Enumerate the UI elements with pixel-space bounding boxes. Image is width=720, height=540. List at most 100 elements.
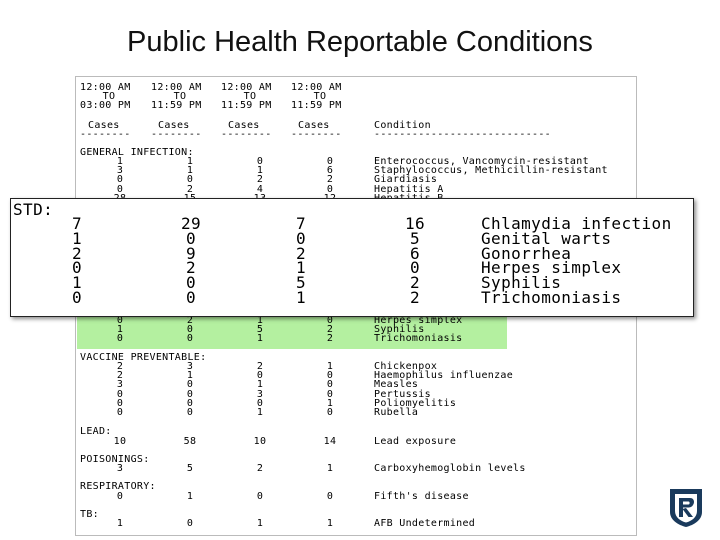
std-case-count: 1 bbox=[295, 288, 307, 307]
std-case-count: 0 bbox=[409, 258, 421, 278]
std-case-count: 0 bbox=[71, 258, 83, 278]
case-count: 0 bbox=[186, 518, 194, 529]
case-count: 0 bbox=[326, 407, 334, 418]
std-case-count: 0 bbox=[185, 273, 197, 293]
condition-name: Lead exposure bbox=[374, 436, 457, 447]
condition-name: Pertussis bbox=[374, 388, 431, 400]
case-count: 1 bbox=[256, 518, 264, 529]
case-count: 58 bbox=[183, 436, 197, 447]
case-count: 2 bbox=[116, 361, 124, 372]
poisonings-label: POISONINGS: bbox=[80, 454, 150, 465]
std-case-count: 5 bbox=[409, 228, 421, 248]
std-case-count: 2 bbox=[409, 288, 421, 307]
col4-from: 12:00 AM bbox=[291, 82, 342, 93]
case-count: 1 bbox=[326, 518, 334, 529]
std-case-count: 7 bbox=[71, 214, 83, 233]
case-count: 0 bbox=[116, 491, 124, 502]
std-condition-name: Syphilis bbox=[481, 273, 562, 293]
col2-to: TO bbox=[173, 91, 187, 102]
case-count: 0 bbox=[116, 388, 124, 400]
std-case-count: 7 bbox=[295, 214, 307, 233]
std-condition-name: Genital warts bbox=[481, 228, 612, 248]
case-count: 2 bbox=[326, 324, 334, 336]
condition-name: AFB Undetermined bbox=[374, 518, 476, 529]
case-count: 0 bbox=[186, 333, 194, 345]
case-count: 1 bbox=[326, 361, 334, 372]
case-count: 1 bbox=[186, 156, 194, 167]
tb-label: TB: bbox=[80, 509, 99, 520]
case-count: 0 bbox=[326, 388, 334, 400]
case-count: 0 bbox=[186, 324, 194, 336]
case-count: 1 bbox=[186, 370, 194, 382]
case-count: 1 bbox=[116, 324, 124, 336]
std-condition-name: Chlamydia infection bbox=[481, 214, 672, 233]
case-count: 0 bbox=[116, 397, 124, 409]
case-count: 10 bbox=[253, 436, 267, 447]
case-count: 0 bbox=[326, 370, 334, 382]
col2-from: 12:00 AM bbox=[151, 82, 202, 93]
case-count: 1 bbox=[256, 165, 264, 177]
col1-to: TO bbox=[102, 91, 116, 102]
std-condition-name: Herpes simplex bbox=[481, 258, 622, 278]
dashes-condition: ---------------------------- bbox=[374, 129, 551, 140]
condition-name: Staphylococcus, Methicillin-resistant bbox=[374, 165, 608, 177]
case-count: 0 bbox=[256, 370, 264, 382]
case-count: 0 bbox=[186, 397, 194, 409]
condition-name: Enterococcus, Vancomycin-resistant bbox=[374, 156, 589, 167]
std-case-count: 2 bbox=[409, 273, 421, 293]
std-case-count: 2 bbox=[71, 243, 83, 263]
condition-name: Measles bbox=[374, 379, 419, 391]
std-case-count: 6 bbox=[409, 243, 421, 263]
condition-name: Rubella bbox=[374, 407, 419, 418]
general-infection-label: GENERAL INFECTION: bbox=[80, 147, 194, 158]
case-count: 0 bbox=[186, 174, 194, 186]
col1-from: 12:00 AM bbox=[80, 82, 131, 93]
case-count: 0 bbox=[186, 388, 194, 400]
case-count: 2 bbox=[186, 183, 194, 195]
case-count: 5 bbox=[256, 324, 264, 336]
std-case-count: 16 bbox=[404, 214, 426, 233]
case-count: 0 bbox=[326, 491, 334, 502]
case-count: 10 bbox=[113, 436, 127, 447]
condition-name: Syphilis bbox=[374, 324, 425, 336]
case-count: 5 bbox=[186, 463, 194, 474]
case-count: 2 bbox=[256, 174, 264, 186]
condition-header: Condition bbox=[374, 120, 431, 131]
std-condition-name: Trichomoniasis bbox=[481, 288, 622, 307]
std-condition-name: Gonorrhea bbox=[481, 243, 572, 263]
case-count: 1 bbox=[256, 333, 264, 345]
vaccine-label: VACCINE PREVENTABLE: bbox=[80, 352, 207, 363]
case-count: 0 bbox=[186, 379, 194, 391]
cases-header-3: Cases bbox=[228, 120, 260, 131]
case-count: 0 bbox=[256, 491, 264, 502]
condition-name: Trichomoniasis bbox=[374, 333, 463, 345]
col4-until: 11:59 PM bbox=[291, 100, 342, 111]
case-count: 1 bbox=[256, 379, 264, 391]
case-count: 0 bbox=[326, 379, 334, 391]
col3-from: 12:00 AM bbox=[221, 82, 272, 93]
case-count: 0 bbox=[256, 156, 264, 167]
case-count: 4 bbox=[256, 183, 264, 195]
case-count: 0 bbox=[116, 174, 124, 186]
case-count: 14 bbox=[323, 436, 337, 447]
case-count: 6 bbox=[326, 165, 334, 177]
case-count: 0 bbox=[186, 407, 194, 418]
std-label: STD: bbox=[13, 200, 54, 219]
lead-label: LEAD: bbox=[80, 426, 112, 437]
std-case-count: 0 bbox=[185, 228, 197, 248]
case-count: 3 bbox=[116, 379, 124, 391]
case-count: 0 bbox=[326, 156, 334, 167]
condition-name: Carboxyhemoglobin levels bbox=[374, 463, 526, 474]
std-case-count: 5 bbox=[295, 273, 307, 293]
case-count: 2 bbox=[186, 315, 194, 326]
case-count: 1 bbox=[116, 156, 124, 167]
case-count: 0 bbox=[116, 333, 124, 345]
case-count: 2 bbox=[256, 361, 264, 372]
std-case-count: 2 bbox=[185, 258, 197, 278]
case-count: 1 bbox=[326, 463, 334, 474]
std-case-count: 0 bbox=[71, 288, 83, 307]
case-count: 1 bbox=[116, 518, 124, 529]
condition-name: Chickenpox bbox=[374, 361, 438, 372]
dashes-2: -------- bbox=[151, 129, 202, 140]
case-count: 0 bbox=[326, 315, 334, 326]
